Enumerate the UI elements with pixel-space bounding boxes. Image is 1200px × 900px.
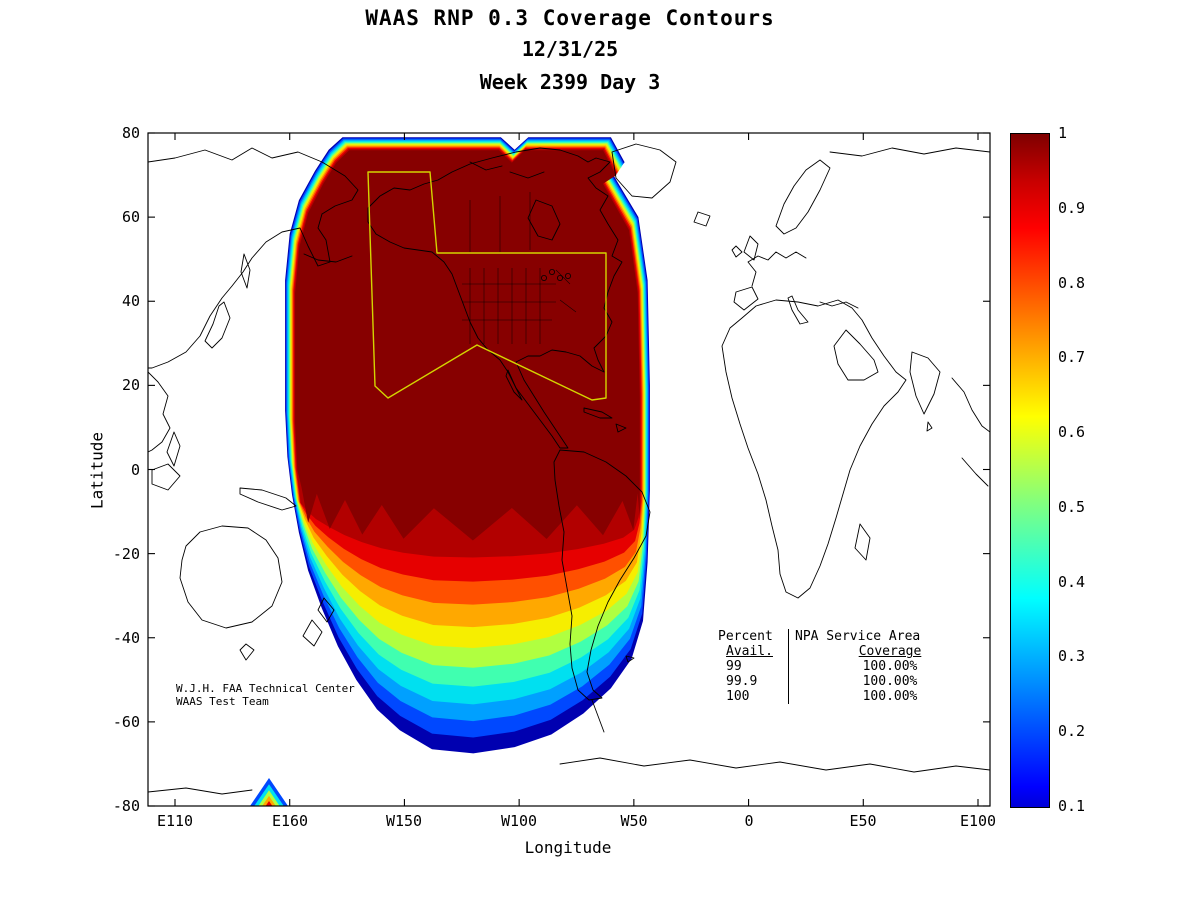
colorbar-tick-label: 0.3 <box>1058 647 1086 665</box>
y-tick-label: 80 <box>121 124 140 142</box>
title-line-2: 12/31/25 <box>521 37 619 61</box>
coverage-table: Percent NPA Service Area Avail. Coverage 9… <box>718 629 985 704</box>
colorbar <box>1010 133 1050 808</box>
axes-frame <box>147 132 991 807</box>
credit-line-1: W.J.H. FAA Technical Center <box>176 682 355 695</box>
coverage-table-rows: 99 100.00% 99.9 100.00% 100 100.00% <box>718 659 985 704</box>
x-tick-label: E50 <box>849 812 877 830</box>
coverage-table-row: 99.9 100.00% <box>718 674 985 689</box>
coverage-table-subheader: Avail. Coverage <box>718 644 985 659</box>
coverage-table-col1-subheader: Avail. <box>726 644 773 659</box>
colorbar-tick-label: 0.1 <box>1058 797 1086 815</box>
credit-text: W.J.H. FAA Technical Center WAAS Test Te… <box>176 682 355 708</box>
colorbar-tick-label: 0.2 <box>1058 722 1086 740</box>
y-tick-label: -80 <box>112 797 140 815</box>
x-axis-label: Longitude <box>524 838 612 857</box>
colorbar-tick-label: 0.9 <box>1058 199 1086 217</box>
colorbar-tick-label: 0.6 <box>1058 423 1086 441</box>
x-tick-label: W50 <box>620 812 648 830</box>
x-tick-label: W100 <box>500 812 538 830</box>
y-tick-label: -20 <box>112 545 140 563</box>
contour-bands <box>250 137 650 806</box>
credit-line-2: WAAS Test Team <box>176 695 269 708</box>
y-tick-label: 0 <box>130 461 140 479</box>
x-tick-label: 0 <box>744 812 754 830</box>
x-tick-label: W150 <box>385 812 423 830</box>
coverage-table-header: Percent NPA Service Area <box>718 629 985 644</box>
title-line-3: Week 2399 Day 3 <box>479 70 661 94</box>
coverage-table-col1-header: Percent <box>718 629 773 644</box>
coverage-table-row: 99 100.00% <box>718 659 985 674</box>
y-tick-label: -40 <box>112 629 140 647</box>
colorbar-tick-label: 0.8 <box>1058 274 1086 292</box>
coverage-table-col2-subheader: Coverage <box>788 644 985 659</box>
state-boundaries <box>462 192 577 344</box>
coverage-table-row: 100 100.00% <box>718 689 985 704</box>
y-tick-label: 40 <box>121 292 140 310</box>
y-tick-label: 20 <box>121 376 140 394</box>
x-tick-label: E100 <box>959 812 997 830</box>
y-tick-label: -60 <box>112 713 140 731</box>
title-line-1: WAAS RNP 0.3 Coverage Contours <box>365 6 775 30</box>
colorbar-tick-label: 0.4 <box>1058 573 1086 591</box>
colorbar-tick-label: 1 <box>1058 124 1068 142</box>
colorbar-tick-label: 0.7 <box>1058 348 1086 366</box>
npa-service-area-outline <box>367 171 607 401</box>
coverage-table-col2-header: NPA Service Area <box>788 629 985 644</box>
y-tick-label: 60 <box>121 208 140 226</box>
colorbar-tick-label: 0.5 <box>1058 498 1086 516</box>
x-tick-label: E110 <box>156 812 194 830</box>
x-tick-label: E160 <box>271 812 309 830</box>
figure-title: WAAS RNP 0.3 Coverage Contours 12/31/25 … <box>0 6 1140 94</box>
